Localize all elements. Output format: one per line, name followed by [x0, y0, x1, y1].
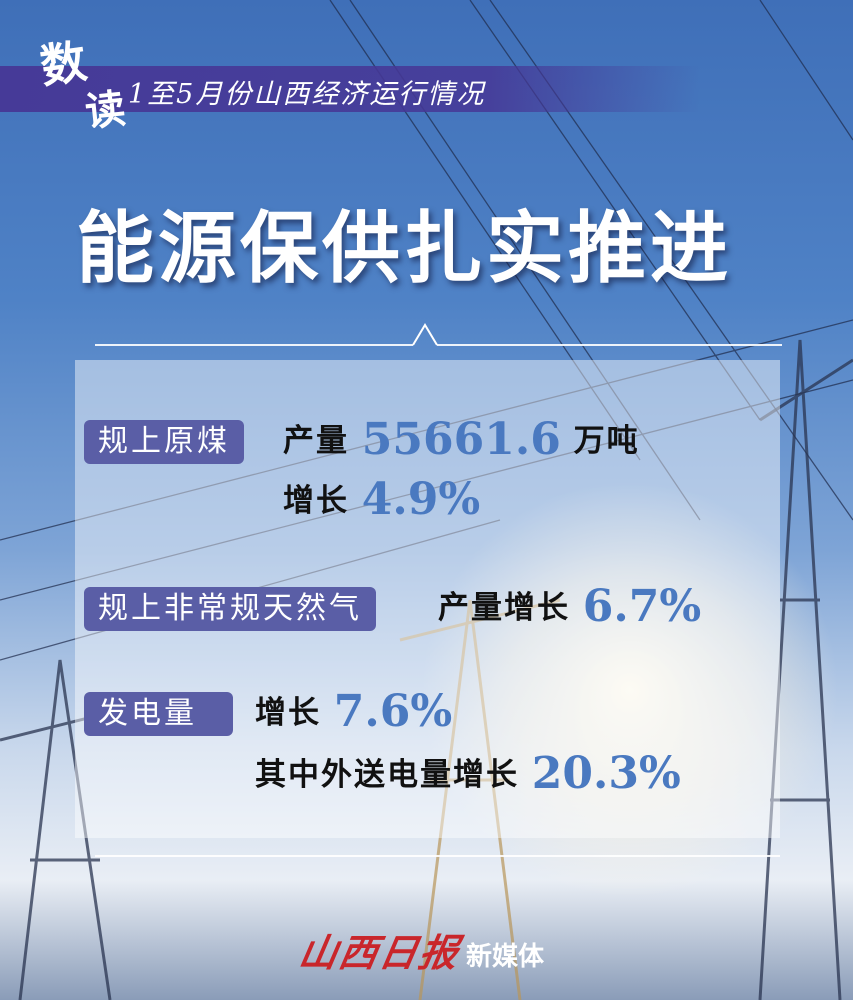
header-band	[0, 66, 700, 112]
gas-growth-prefix: 产量增长	[438, 590, 570, 626]
coal-label: 规上原煤	[84, 420, 244, 464]
coal-output-unit: 万吨	[573, 423, 640, 459]
power-growth: 增长 7.6%	[255, 690, 452, 734]
coal-growth: 增长 4.9%	[283, 478, 480, 522]
divider-bottom	[95, 855, 780, 857]
header-du-char: 读	[83, 85, 128, 136]
power-export-growth: 其中外送电量增长 20.3%	[255, 752, 681, 796]
power-export-prefix: 其中外送电量增长	[255, 757, 519, 793]
coal-output-prefix: 产量	[283, 423, 349, 459]
newspaper-logo: 山西日报	[295, 930, 464, 975]
gas-growth-value: 6.7%	[582, 581, 702, 632]
gas-label: 规上非常规天然气	[84, 587, 376, 631]
footer-brand: 山西日报 新媒体	[296, 922, 545, 977]
new-media-label: 新媒体	[466, 942, 545, 972]
power-label: 发电量	[84, 692, 233, 736]
page-title: 能源保供扎实推进	[76, 204, 733, 294]
divider-top-left	[95, 344, 413, 346]
power-export-value: 20.3%	[531, 748, 681, 799]
header-subtitle: 1至5月份山西经济运行情况	[128, 79, 486, 110]
coal-output: 产量 55661.6 万吨	[283, 418, 640, 462]
divider-top-right	[437, 344, 782, 346]
caret-up-icon	[412, 323, 438, 346]
coal-growth-prefix: 增长	[283, 483, 349, 519]
power-growth-prefix: 增长	[255, 695, 321, 731]
coal-output-value: 55661.6	[361, 414, 561, 465]
coal-growth-value: 4.9%	[361, 474, 481, 525]
gas-growth: 产量增长 6.7%	[438, 585, 701, 629]
power-growth-value: 7.6%	[333, 686, 453, 737]
